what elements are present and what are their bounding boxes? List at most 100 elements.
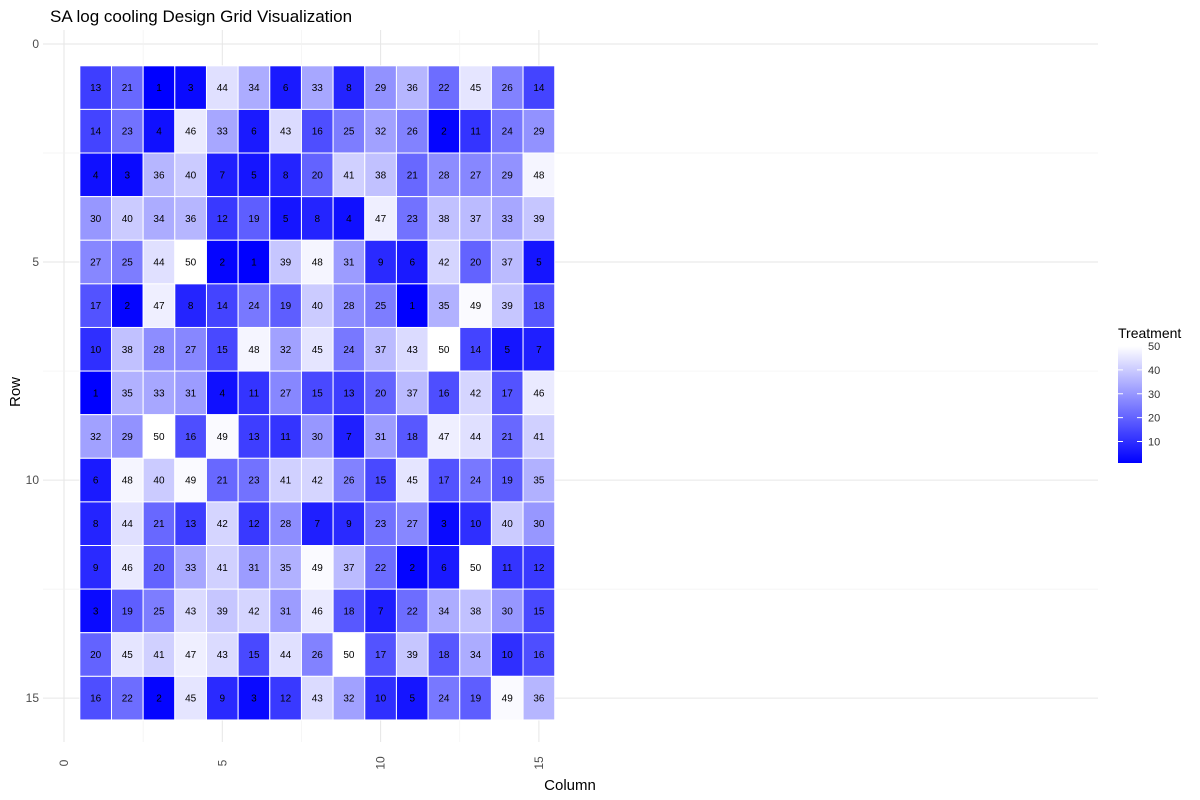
legend-tick-label: 40 [1148, 365, 1160, 377]
heatmap-cell [490, 501, 524, 547]
cell-value-label: 47 [438, 432, 450, 443]
heatmap-cell [364, 108, 397, 154]
cell-value-label: 35 [122, 388, 134, 399]
heatmap-cell [332, 457, 366, 503]
heatmap-cell [174, 545, 207, 590]
heatmap-cell [427, 65, 461, 110]
cell-value-label: 21 [217, 476, 229, 487]
heatmap-cell [110, 457, 144, 503]
heatmap-cell [205, 632, 239, 677]
cell-value-label: 48 [533, 170, 545, 181]
cell-value-label: 40 [122, 214, 134, 225]
y-tick-label: 15 [26, 691, 40, 705]
cell-value-label: 18 [407, 432, 419, 443]
heatmap-cell [205, 457, 239, 503]
cell-value-label: 23 [248, 476, 260, 487]
heatmap-cell [205, 326, 239, 372]
heatmap-cell [522, 632, 556, 677]
heatmap-cell [364, 414, 397, 459]
cell-value-label: 27 [470, 170, 482, 181]
cell-value-label: 40 [185, 170, 197, 181]
cell-value-label: 35 [533, 476, 545, 487]
heatmap-cell [79, 108, 112, 154]
heatmap-cell [79, 501, 112, 547]
cell-value-label: 33 [153, 388, 165, 399]
cell-value-label: 44 [153, 258, 165, 269]
heatmap-cell [522, 675, 556, 721]
cell-value-label: 40 [153, 476, 165, 487]
cell-value-label: 37 [407, 388, 419, 399]
cell-value-label: 27 [90, 258, 102, 269]
cell-value-label: 4 [93, 170, 99, 181]
heatmap-cell [300, 675, 334, 721]
heatmap-cell [395, 501, 429, 547]
heatmap-cell [459, 326, 492, 372]
cell-value-label: 16 [312, 127, 324, 138]
x-axis-ticks: 0 5 10 15 [57, 756, 546, 770]
cell-value-label: 26 [312, 650, 324, 661]
cell-value-label: 33 [217, 127, 229, 138]
cell-value-label: 28 [153, 345, 165, 356]
cell-value-label: 28 [343, 301, 355, 312]
cell-value-label: 6 [441, 563, 447, 574]
cell-value-label: 1 [156, 83, 162, 94]
cell-value-label: 12 [217, 214, 229, 225]
heatmap-cell [490, 326, 524, 372]
cell-value-label: 17 [90, 301, 102, 312]
heatmap-cell [364, 457, 397, 503]
cell-value-label: 49 [217, 432, 229, 443]
cell-value-label: 17 [438, 476, 450, 487]
cell-value-label: 28 [280, 519, 292, 530]
cell-value-label: 13 [185, 519, 197, 530]
cell-value-label: 2 [220, 258, 226, 269]
x-tick-label: 10 [374, 756, 388, 770]
cell-value-label: 16 [438, 388, 450, 399]
heatmap-cell [395, 239, 429, 285]
cell-value-label: 27 [185, 345, 197, 356]
heatmap-cell [110, 326, 144, 372]
heatmap-cell [110, 588, 144, 634]
cell-value-label: 22 [407, 606, 419, 617]
cell-value-label: 42 [470, 388, 482, 399]
cell-value-label: 9 [346, 519, 352, 530]
x-axis-title: Column [544, 777, 596, 794]
heatmap-cell [237, 545, 271, 590]
cell-value-label: 46 [185, 127, 197, 138]
cell-value-label: 49 [312, 563, 324, 574]
cell-value-label: 20 [470, 258, 482, 269]
heatmap-cell [142, 632, 176, 677]
y-tick-label: 5 [32, 255, 39, 269]
heatmap-cell [269, 457, 302, 503]
heatmap-cell [237, 108, 271, 154]
heatmap-cell [174, 239, 207, 285]
cell-value-label: 49 [502, 694, 514, 705]
cell-value-label: 44 [217, 83, 229, 94]
cell-value-label: 18 [343, 606, 355, 617]
heatmap-cell [142, 370, 176, 416]
heatmap-cell [269, 588, 302, 634]
cell-value-label: 4 [156, 127, 162, 138]
heatmap-cell [237, 239, 271, 285]
cell-value-label: 2 [125, 301, 131, 312]
y-tick-label: 0 [32, 37, 39, 51]
cell-value-label: 8 [93, 519, 99, 530]
cell-value-label: 10 [375, 694, 387, 705]
cell-value-label: 23 [407, 214, 419, 225]
heatmap-cell [459, 370, 492, 416]
cell-value-label: 38 [375, 170, 387, 181]
heatmap-cell [332, 632, 366, 677]
cell-value-label: 4 [346, 214, 352, 225]
cell-value-label: 3 [93, 606, 99, 617]
cell-value-label: 21 [153, 519, 165, 530]
cell-value-label: 15 [533, 606, 545, 617]
cell-value-label: 32 [280, 345, 292, 356]
cell-value-label: 11 [249, 388, 260, 399]
heatmap-cell [142, 675, 176, 721]
cell-value-label: 37 [502, 258, 514, 269]
cell-value-label: 44 [470, 432, 482, 443]
heatmap-cell [332, 414, 366, 459]
cell-value-label: 9 [93, 563, 99, 574]
cell-value-label: 31 [375, 432, 387, 443]
heatmap-cell [522, 501, 556, 547]
